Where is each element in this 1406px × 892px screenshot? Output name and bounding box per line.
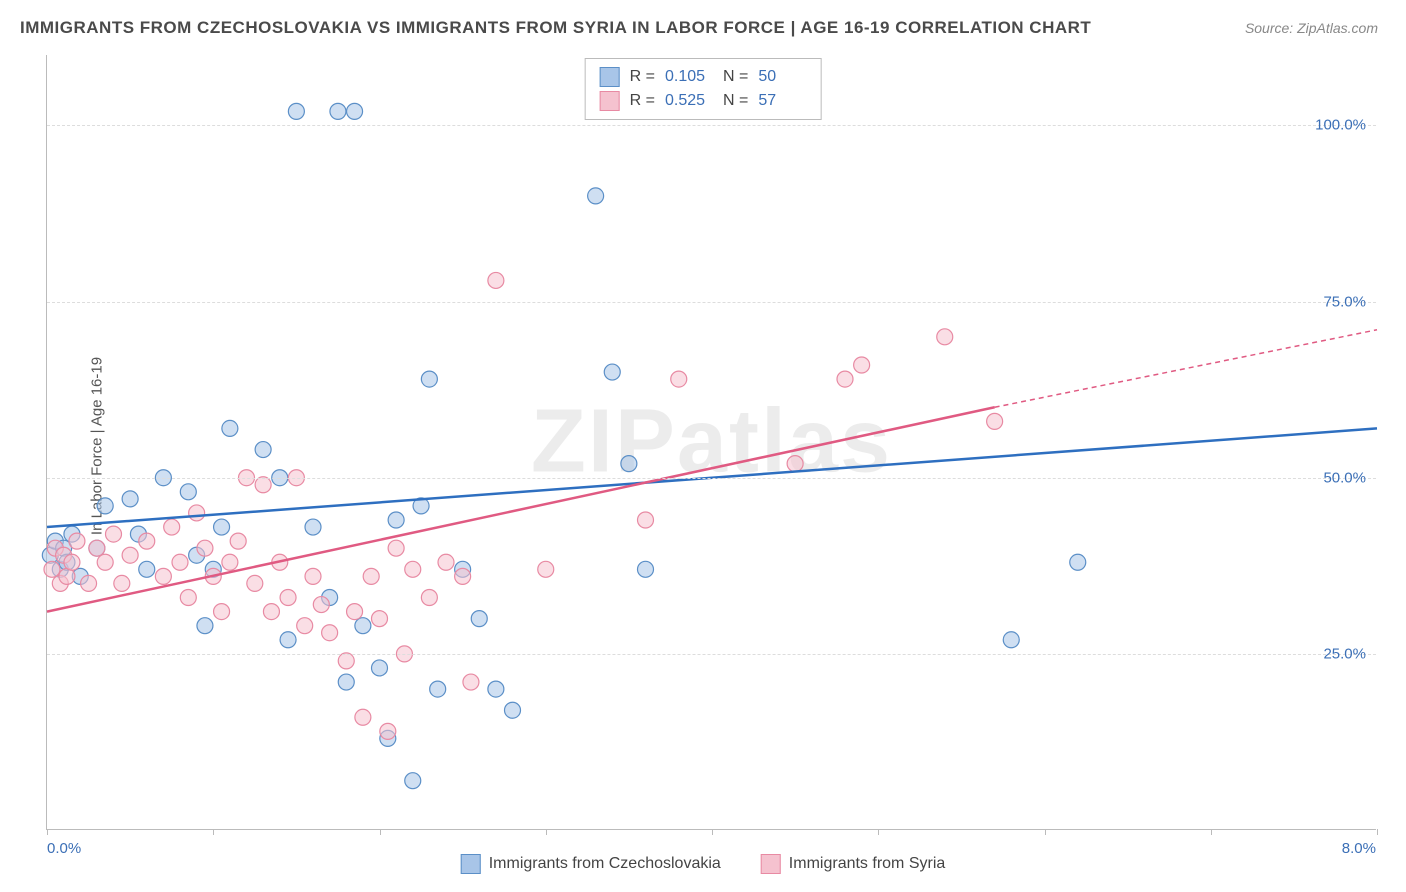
swatch-series-2 [600, 91, 620, 111]
r-label: R = [630, 92, 655, 110]
r-value-2: 0.525 [665, 92, 713, 110]
plot-area: ZIPatlas 25.0%50.0%75.0%100.0%0.0%8.0% [46, 55, 1376, 830]
stats-row-series-2: R = 0.525 N = 57 [600, 89, 807, 113]
n-label: N = [723, 68, 748, 86]
legend-item-1: Immigrants from Czechoslovakia [461, 854, 721, 874]
swatch-series-1 [600, 67, 620, 87]
y-tick-label: 100.0% [1315, 117, 1366, 134]
bottom-legend: Immigrants from Czechoslovakia Immigrant… [461, 854, 946, 874]
y-tick-label: 75.0% [1323, 293, 1366, 310]
stats-row-series-1: R = 0.105 N = 50 [600, 65, 807, 89]
source-attribution: Source: ZipAtlas.com [1245, 20, 1378, 36]
r-value-1: 0.105 [665, 68, 713, 86]
n-value-1: 50 [758, 68, 806, 86]
chart-title: IMMIGRANTS FROM CZECHOSLOVAKIA VS IMMIGR… [20, 18, 1091, 38]
legend-label-2: Immigrants from Syria [789, 855, 945, 873]
x-tick-label: 8.0% [1342, 840, 1376, 857]
y-tick-label: 25.0% [1323, 645, 1366, 662]
n-value-2: 57 [758, 92, 806, 110]
legend-label-1: Immigrants from Czechoslovakia [489, 855, 721, 873]
x-tick-label: 0.0% [47, 840, 81, 857]
swatch-bottom-1 [461, 854, 481, 874]
r-label: R = [630, 68, 655, 86]
swatch-bottom-2 [761, 854, 781, 874]
legend-item-2: Immigrants from Syria [761, 854, 945, 874]
scatter-chart [47, 55, 1376, 829]
y-tick-label: 50.0% [1323, 469, 1366, 486]
stats-legend: R = 0.105 N = 50 R = 0.525 N = 57 [585, 58, 822, 120]
n-label: N = [723, 92, 748, 110]
